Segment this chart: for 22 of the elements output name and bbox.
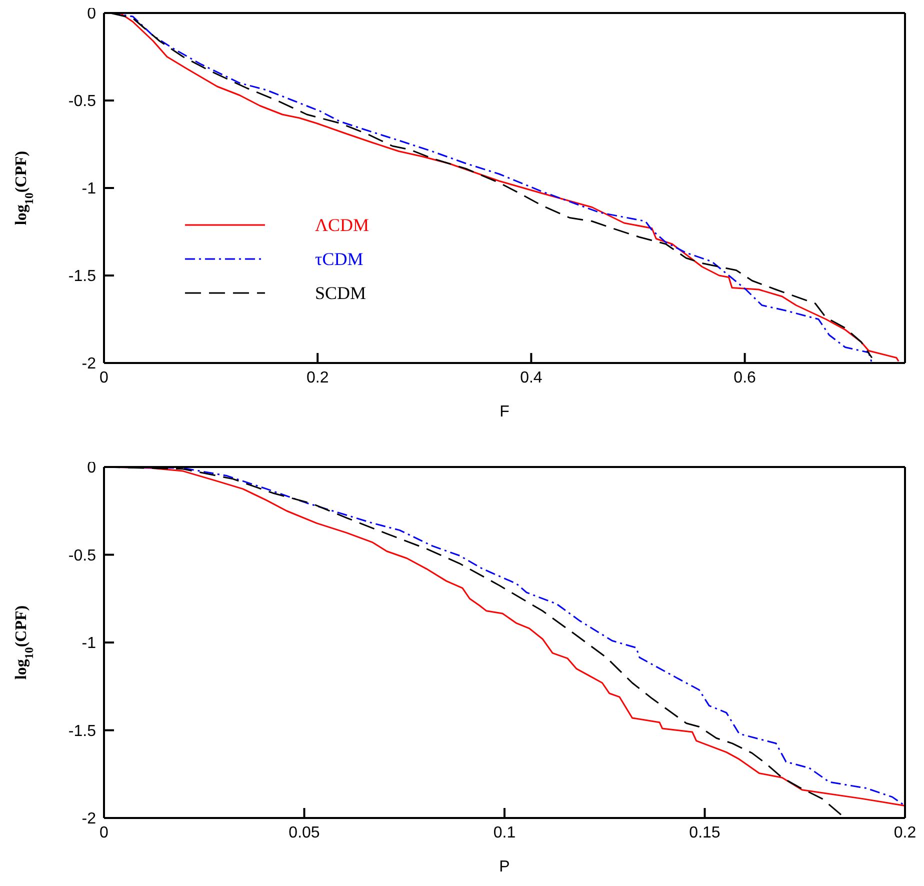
y-tick-label: -0.5 — [68, 547, 96, 564]
x-tick-label: 0.4 — [520, 369, 542, 386]
text: SCDM — [315, 282, 366, 304]
x-tick-label: 0 — [100, 369, 109, 386]
x-tick-label: 0 — [100, 824, 109, 842]
y-tick-label: -0.5 — [68, 93, 96, 110]
x-axis-title: F — [500, 403, 510, 420]
y-tick-label: -1.5 — [68, 268, 96, 286]
y-tick-label: -2 — [82, 356, 96, 373]
x-tick-label: 0.6 — [734, 369, 756, 386]
text: ΛCDM — [315, 214, 370, 236]
x-tick-label: 0.2 — [306, 369, 329, 386]
y-tick-label: -1 — [82, 180, 96, 198]
x-tick-label: 0.15 — [689, 824, 720, 842]
x-tick-label: 0.05 — [288, 824, 320, 842]
y-tick-label: -2 — [82, 810, 96, 828]
text: τCDM — [315, 248, 364, 270]
x-tick-label: 0.2 — [894, 824, 916, 842]
y-tick-label: -1.5 — [68, 722, 96, 740]
y-tick-label: -1 — [82, 635, 96, 652]
x-tick-label: 0.1 — [493, 824, 516, 842]
x-axis-title: P — [499, 858, 510, 876]
